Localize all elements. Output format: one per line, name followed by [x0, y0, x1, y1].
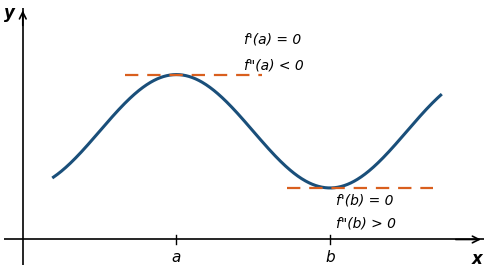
- Text: f"(a) < 0: f"(a) < 0: [244, 58, 304, 72]
- Text: a: a: [172, 250, 181, 265]
- Text: f'(b) = 0: f'(b) = 0: [336, 193, 393, 207]
- Text: y: y: [4, 4, 15, 22]
- Text: f"(b) > 0: f"(b) > 0: [336, 216, 396, 230]
- Text: f'(a) = 0: f'(a) = 0: [244, 32, 301, 46]
- Text: x: x: [472, 250, 483, 268]
- Text: b: b: [325, 250, 335, 265]
